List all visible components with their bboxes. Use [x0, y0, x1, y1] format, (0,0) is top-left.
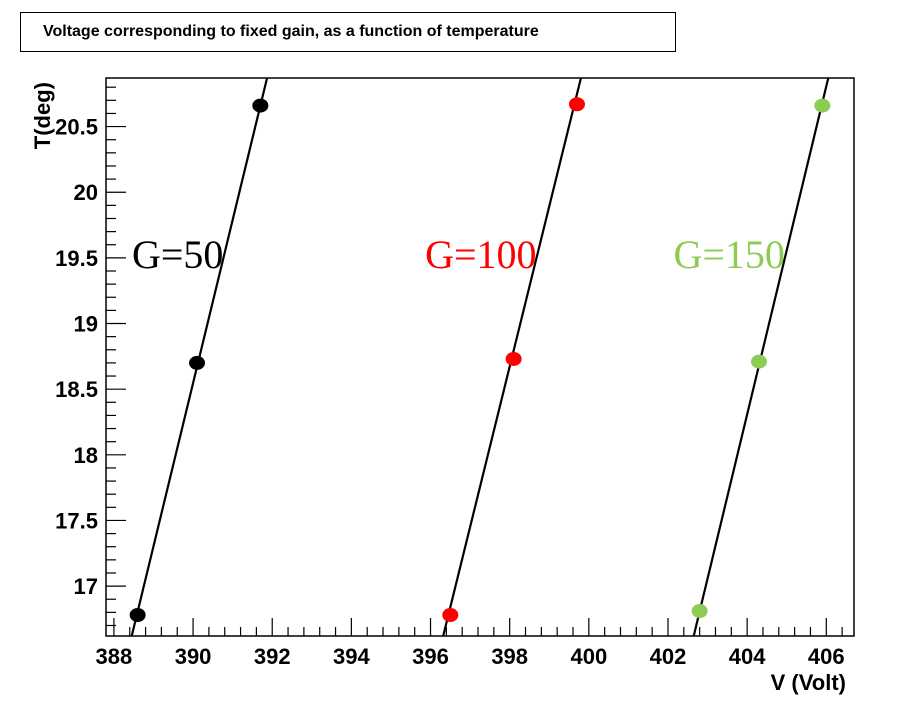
data-point: [814, 98, 831, 113]
data-point: [691, 604, 708, 619]
x-tick-label: 394: [333, 644, 370, 669]
plot-frame: [105, 77, 855, 637]
data-point: [189, 355, 206, 370]
x-tick-label: 396: [412, 644, 449, 669]
data-point: [442, 607, 459, 622]
y-tick-label: 19.5: [55, 246, 98, 271]
y-tick-label: 18.5: [55, 377, 98, 402]
y-tick-label: 20: [74, 180, 98, 205]
data-points: [129, 97, 831, 622]
x-tick-label: 404: [729, 644, 766, 669]
y-tick-label: 17.5: [55, 508, 98, 533]
x-tick-label: 398: [491, 644, 528, 669]
series-labels: G=50 G=100 G=150: [132, 232, 785, 277]
x-tick-label: 392: [254, 644, 291, 669]
data-point: [568, 97, 585, 112]
fit-lines: [130, 77, 830, 637]
chart-title: Voltage corresponding to fixed gain, as …: [20, 12, 676, 52]
x-tick-label: 400: [570, 644, 607, 669]
y-tick-label: 20.5: [55, 115, 98, 140]
x-tick-label: 402: [650, 644, 687, 669]
y-axis-ticks: 17 17.5 18 18.5 19 19.5 20 20.5: [55, 86, 126, 627]
x-axis-title: V (Volt): [771, 670, 846, 695]
data-point: [252, 98, 269, 113]
series-label: G=50: [132, 232, 223, 277]
data-point: [129, 607, 146, 622]
data-point: [751, 354, 768, 369]
y-tick-label: 19: [74, 312, 98, 337]
series-label: G=100: [425, 232, 536, 277]
series-label: G=150: [673, 232, 784, 277]
x-tick-label: 388: [96, 644, 133, 669]
x-tick-label: 390: [175, 644, 212, 669]
data-point: [505, 351, 522, 366]
y-tick-label: 18: [74, 443, 98, 468]
y-axis-title: T(deg): [30, 82, 55, 149]
y-tick-label: 17: [74, 574, 98, 599]
x-axis-ticks: 388 390 392 394 396 398 400 402 404 406: [96, 618, 845, 669]
x-tick-label: 406: [808, 644, 845, 669]
